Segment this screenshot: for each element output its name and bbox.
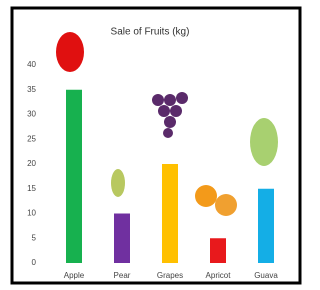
apple-icon — [56, 32, 84, 72]
chart: Sale of Fruits (kg) 0 5 10 15 20 25 30 35 40 Appl… — [0, 0, 308, 290]
x-tick-label: Guava — [254, 271, 278, 280]
chart-title: Sale of Fruits (kg) — [111, 27, 190, 38]
x-tick-label: Grapes — [157, 271, 183, 280]
y-tick-label: 5 — [32, 233, 37, 242]
y-tick-label: 10 — [27, 209, 36, 218]
y-tick-label: 35 — [27, 85, 36, 94]
y-tick-label: 20 — [27, 159, 36, 168]
bar — [258, 189, 274, 263]
bar — [114, 214, 130, 264]
apricot-icon — [195, 185, 217, 207]
bar — [66, 90, 82, 263]
pear-icon — [111, 169, 125, 197]
x-tick-label: Pear — [114, 271, 131, 280]
y-tick-label: 15 — [27, 184, 36, 193]
x-tick-label: Apple — [64, 271, 85, 280]
bar — [210, 238, 226, 263]
apricot-icon — [215, 194, 237, 216]
y-tick-label: 25 — [27, 134, 36, 143]
x-tick-label: Apricot — [206, 271, 232, 280]
y-tick-label: 0 — [32, 258, 37, 267]
y-tick-label: 40 — [27, 60, 36, 69]
guava-icon — [250, 118, 278, 166]
y-tick-label: 30 — [27, 110, 36, 119]
page: {"chart_data": {"type": "bar", "title": … — [0, 0, 308, 290]
bar — [162, 164, 178, 263]
